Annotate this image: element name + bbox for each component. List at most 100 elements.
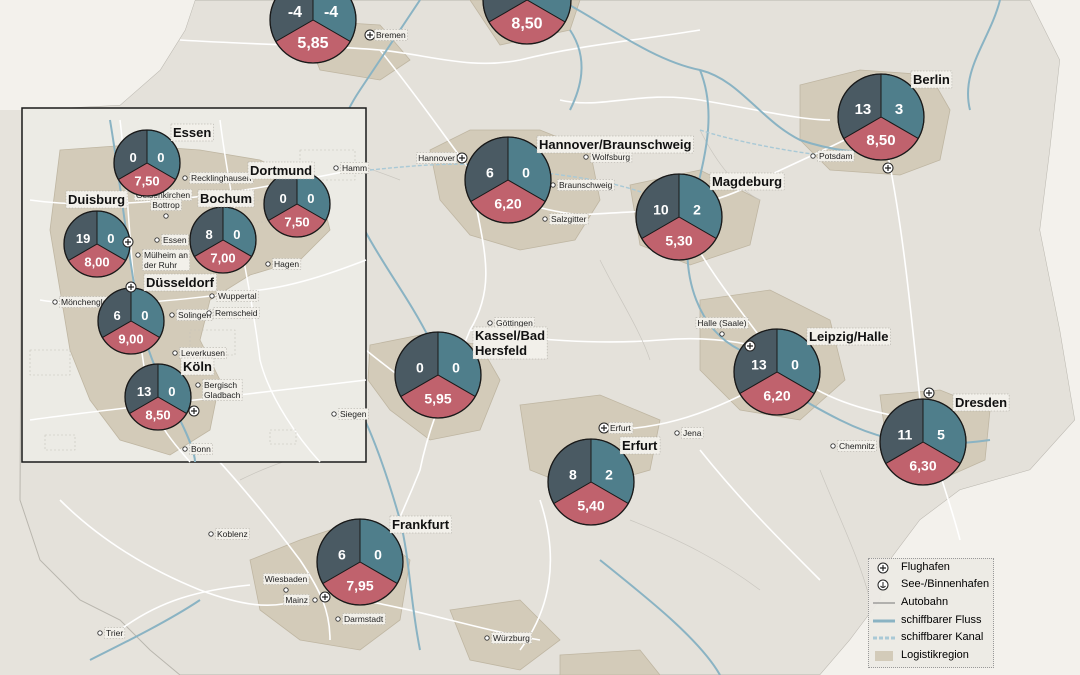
pie-value-bottom: 7,50 [284,215,309,230]
city-label: Bonn [191,444,211,454]
city-dot-icon [52,299,58,305]
city-dot-icon [163,213,169,219]
city-erfurt: Erfurt [598,422,634,434]
hub-frankfurt[interactable]: 6 07,95 Frankfurt [316,515,452,606]
city-label: Würzburg [493,633,530,643]
pie-value-left: 0 [280,191,287,206]
city-würzburg: Würzburg [484,632,532,644]
legend-item-canal: schiffbarer Kanal [901,631,984,643]
pie-value-left: 0 [130,150,137,165]
pie-value-left: 13 [137,384,151,399]
pie-value-bottom: 5,85 [297,35,328,52]
airport-icon [188,405,200,417]
city-koblenz: Koblenz [208,528,250,540]
city-dot-icon [335,616,341,622]
city-dot-icon [195,382,201,388]
hub-name-label: Köln [183,359,212,374]
hub-erfurt[interactable]: 8 25,40 Erfurt [547,436,661,526]
city-label: Leverkusen [181,348,225,358]
airport-icon [923,387,935,399]
pie-value-bottom: 7,00 [210,251,235,266]
hub-dortmund[interactable]: 0 0 7,50 Dortmund [247,161,331,238]
pie-value-bottom: 8,50 [145,408,170,423]
airport-icon [456,152,468,164]
legend-item-port: See-/Binnenhafen [901,578,990,590]
legend-item-airport: Flughafen [901,561,950,573]
city-label: Wuppertal [218,291,257,301]
hub-berlin[interactable]: 13 38,50 Berlin [837,70,953,174]
pie-outline [124,363,192,431]
airport-icon [125,281,137,293]
city-darmstadt: Darmstadt [335,613,386,625]
city-label: Salzgitter [551,214,587,224]
hub-duisburg[interactable]: 19 0 8,00 Duisburg [63,190,134,278]
city-bonn: Bonn [182,443,213,455]
pie-outline [316,518,404,606]
neighbor-area [0,0,195,110]
hub-kassel[interactable]: 0 05,95 Kassel/Bad Hersfeld [394,326,548,419]
hub-koeln[interactable]: 13 0 8,50 Köln [124,357,215,431]
hub-bremen[interactable]: -4 -4 5,85 [269,0,357,64]
hub-name-label: Düsseldorf [146,275,215,290]
pie-value-right: 2 [693,202,701,218]
city-label: Siegen [340,409,367,419]
pie-value-left: 13 [751,357,767,373]
city-label: Mülheim an der Ruhr [144,250,188,270]
city-label: Göttingen [496,318,533,328]
legend-item-region: Logistikregion [901,649,969,661]
legend: Flughafen See-/Binnenhafen Autobahn schi… [868,558,994,668]
city-bremen: Bremen [364,29,408,41]
city-hamm: Hamm [333,162,369,174]
city-dot-icon [487,320,493,326]
city-dot-icon [135,252,141,258]
pie-value-bottom: 8,50 [866,132,895,149]
city-dot-icon [331,411,337,417]
pie-value-right: 0 [307,191,314,206]
airport-icon [598,422,610,434]
pie-value-bottom: 6,20 [494,196,521,212]
pie-value-left: 6 [338,547,346,563]
city-braunschweig: Braunschweig [550,179,615,191]
city-label: Gelsenkirchen [136,190,191,200]
pie-value-right: 0 [168,384,175,399]
pie-value-left: 19 [76,231,90,246]
hub-leipzig[interactable]: 13 06,20 Leipzig/Halle [733,327,891,416]
hub-hannover[interactable]: 6 06,20 Hannover/Braunschweig [464,135,694,224]
pie-value-left: 11 [898,427,913,443]
city-label: Solingen [178,310,211,320]
hub-name-label: Duisburg [68,192,125,207]
hub-magdeburg[interactable]: 10 25,30 Magdeburg [635,172,785,261]
hub-essen[interactable]: 0 0 7,50 Essen [113,123,214,197]
city-hagen: Hagen [265,258,302,270]
city-bergisch-gladbach: Bergisch Gladbach [195,379,243,401]
city-label: Bottrop [152,200,180,210]
airport-icon [319,591,331,603]
city-label: Hamm [342,163,367,173]
city-wuppertal: Wuppertal [209,290,259,302]
city-dot-icon [830,443,836,449]
hub-bochum[interactable]: 8 0 7,00 Bochum [189,189,257,274]
pie-value-right: 0 [374,547,382,563]
city-bottrop: Bottrop [150,199,182,219]
city-label: Remscheid [215,308,258,318]
pie-outline [113,129,181,197]
pie-value-right: 0 [791,357,799,373]
city-dot-icon [154,237,160,243]
airport-icon [744,340,756,352]
legend-item-autobahn: Autobahn [901,596,949,608]
pie-value-right: 0 [107,231,114,246]
pie-outline [733,328,821,416]
city-mainz: Mainz [283,594,318,606]
city-dot-icon [208,531,214,537]
pie-value-left: 6 [486,165,494,181]
hub-duesseldorf[interactable]: 6 0 9,00 Düsseldorf [97,273,217,355]
city-göttingen: Göttingen [487,317,535,329]
pie-value-bottom: 5,95 [424,391,451,407]
city-label: Bergisch Gladbach [204,380,241,400]
city-dot-icon [719,331,725,337]
city-dot-icon [182,446,188,452]
hub-hamburg[interactable]: 8,50 [482,0,572,45]
hub-dresden[interactable]: 11 56,30 Dresden [879,387,1010,486]
